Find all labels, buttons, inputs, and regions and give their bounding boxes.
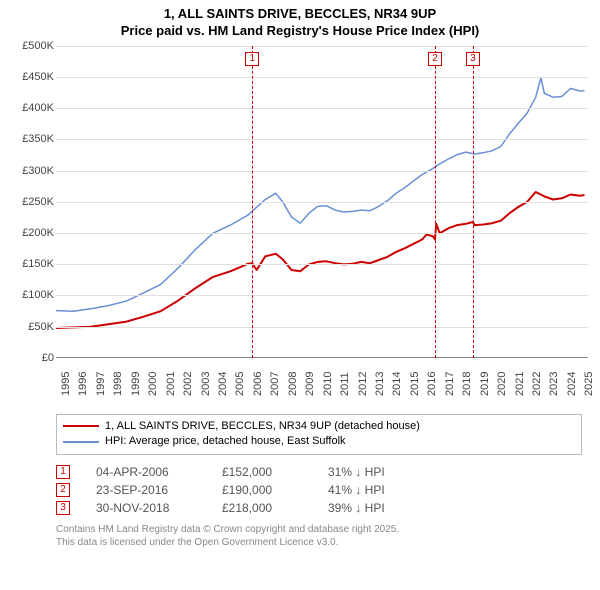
- event-date: 04-APR-2006: [96, 465, 196, 479]
- series-hpi: [56, 78, 585, 311]
- x-axis-label: 2008: [287, 371, 299, 395]
- x-axis-label: 2001: [165, 371, 177, 395]
- events-table: 1 04-APR-2006 £152,000 31% ↓ HPI 2 23-SEP-201…: [56, 465, 582, 515]
- y-axis-label: £100K: [10, 289, 54, 301]
- chart-title-line2: Price paid vs. HM Land Registry's House …: [10, 23, 590, 40]
- footer-line1: Contains HM Land Registry data © Crown c…: [56, 523, 582, 536]
- x-axis-label: 2006: [252, 371, 264, 395]
- x-axis-label: 2009: [304, 371, 316, 395]
- event-diff: 41% ↓ HPI: [328, 483, 428, 497]
- footer: Contains HM Land Registry data © Crown c…: [56, 523, 582, 549]
- x-axis-label: 2019: [479, 371, 491, 395]
- x-axis-label: 2002: [182, 371, 194, 395]
- gridline: [56, 77, 588, 78]
- gridline: [56, 327, 588, 328]
- series-property: [56, 192, 585, 328]
- marker-box: 3: [466, 52, 480, 66]
- event-price: £190,000: [222, 483, 302, 497]
- x-axis-label: 2010: [322, 371, 334, 395]
- x-axis-label: 2022: [531, 371, 543, 395]
- x-axis-label: 2007: [269, 371, 281, 395]
- event-marker: 2: [56, 483, 70, 497]
- event-diff: 31% ↓ HPI: [328, 465, 428, 479]
- x-axis-label: 2003: [200, 371, 212, 395]
- marker-line: [473, 46, 474, 358]
- legend-swatch: [63, 425, 99, 427]
- y-axis-label: £150K: [10, 258, 54, 270]
- event-date: 23-SEP-2016: [96, 483, 196, 497]
- legend-swatch: [63, 441, 99, 443]
- event-date: 30-NOV-2018: [96, 501, 196, 515]
- marker-line: [252, 46, 253, 358]
- marker-line: [435, 46, 436, 358]
- y-axis-label: £400K: [10, 102, 54, 114]
- x-axis-label: 2018: [461, 371, 473, 395]
- x-axis-label: 2024: [566, 371, 578, 395]
- gridline: [56, 139, 588, 140]
- x-axis-label: 2015: [409, 371, 421, 395]
- plot-region: 1 2 3: [56, 46, 588, 358]
- event-row: 1 04-APR-2006 £152,000 31% ↓ HPI: [56, 465, 582, 479]
- y-axis-label: £450K: [10, 71, 54, 83]
- x-axis-label: 1997: [95, 371, 107, 395]
- x-axis-label: 2023: [548, 371, 560, 395]
- gridline: [56, 264, 588, 265]
- x-axis-label: 2025: [583, 371, 595, 395]
- x-axis-label: 2017: [444, 371, 456, 395]
- x-axis-label: 2012: [357, 371, 369, 395]
- gridline: [56, 233, 588, 234]
- legend-label: HPI: Average price, detached house, East…: [105, 434, 346, 449]
- x-axis-label: 2000: [147, 371, 159, 395]
- gridline: [56, 108, 588, 109]
- y-axis-label: £300K: [10, 165, 54, 177]
- legend-row: HPI: Average price, detached house, East…: [63, 434, 575, 449]
- y-axis-label: £50K: [10, 321, 54, 333]
- x-axis-label: 2013: [374, 371, 386, 395]
- gridline: [56, 202, 588, 203]
- event-diff: 39% ↓ HPI: [328, 501, 428, 515]
- x-axis-label: 2005: [234, 371, 246, 395]
- legend-row: 1, ALL SAINTS DRIVE, BECCLES, NR34 9UP (…: [63, 419, 575, 434]
- marker-box: 2: [428, 52, 442, 66]
- event-marker: 1: [56, 465, 70, 479]
- x-axis-label: 1995: [60, 371, 72, 395]
- x-axis-label: 2021: [514, 371, 526, 395]
- y-axis-label: £250K: [10, 196, 54, 208]
- gridline: [56, 171, 588, 172]
- marker-box: 1: [245, 52, 259, 66]
- x-axis-label: 1998: [112, 371, 124, 395]
- legend-label: 1, ALL SAINTS DRIVE, BECCLES, NR34 9UP (…: [105, 419, 420, 434]
- legend: 1, ALL SAINTS DRIVE, BECCLES, NR34 9UP (…: [56, 414, 582, 455]
- gridline: [56, 295, 588, 296]
- x-axis-label: 2016: [426, 371, 438, 395]
- x-axis-label: 2014: [391, 371, 403, 395]
- y-axis-label: £200K: [10, 227, 54, 239]
- chart-area: 1 2 3 £0 £50K £100K £150K £200K £250K £300K £350K…: [10, 46, 590, 406]
- y-axis-label: £350K: [10, 133, 54, 145]
- event-marker: 3: [56, 501, 70, 515]
- x-axis-label: 2004: [217, 371, 229, 395]
- gridline: [56, 46, 588, 47]
- y-axis-label: £500K: [10, 40, 54, 52]
- event-price: £218,000: [222, 501, 302, 515]
- chart-title-line1: 1, ALL SAINTS DRIVE, BECCLES, NR34 9UP: [10, 6, 590, 23]
- event-price: £152,000: [222, 465, 302, 479]
- x-axis-label: 1996: [77, 371, 89, 395]
- x-axis-label: 2011: [339, 372, 351, 396]
- x-axis-line: [56, 357, 588, 358]
- x-axis-label: 2020: [496, 371, 508, 395]
- event-row: 3 30-NOV-2018 £218,000 39% ↓ HPI: [56, 501, 582, 515]
- x-axis-label: 1999: [130, 371, 142, 395]
- event-row: 2 23-SEP-2016 £190,000 41% ↓ HPI: [56, 483, 582, 497]
- y-axis-label: £0: [10, 352, 54, 364]
- footer-line2: This data is licensed under the Open Gov…: [56, 536, 582, 549]
